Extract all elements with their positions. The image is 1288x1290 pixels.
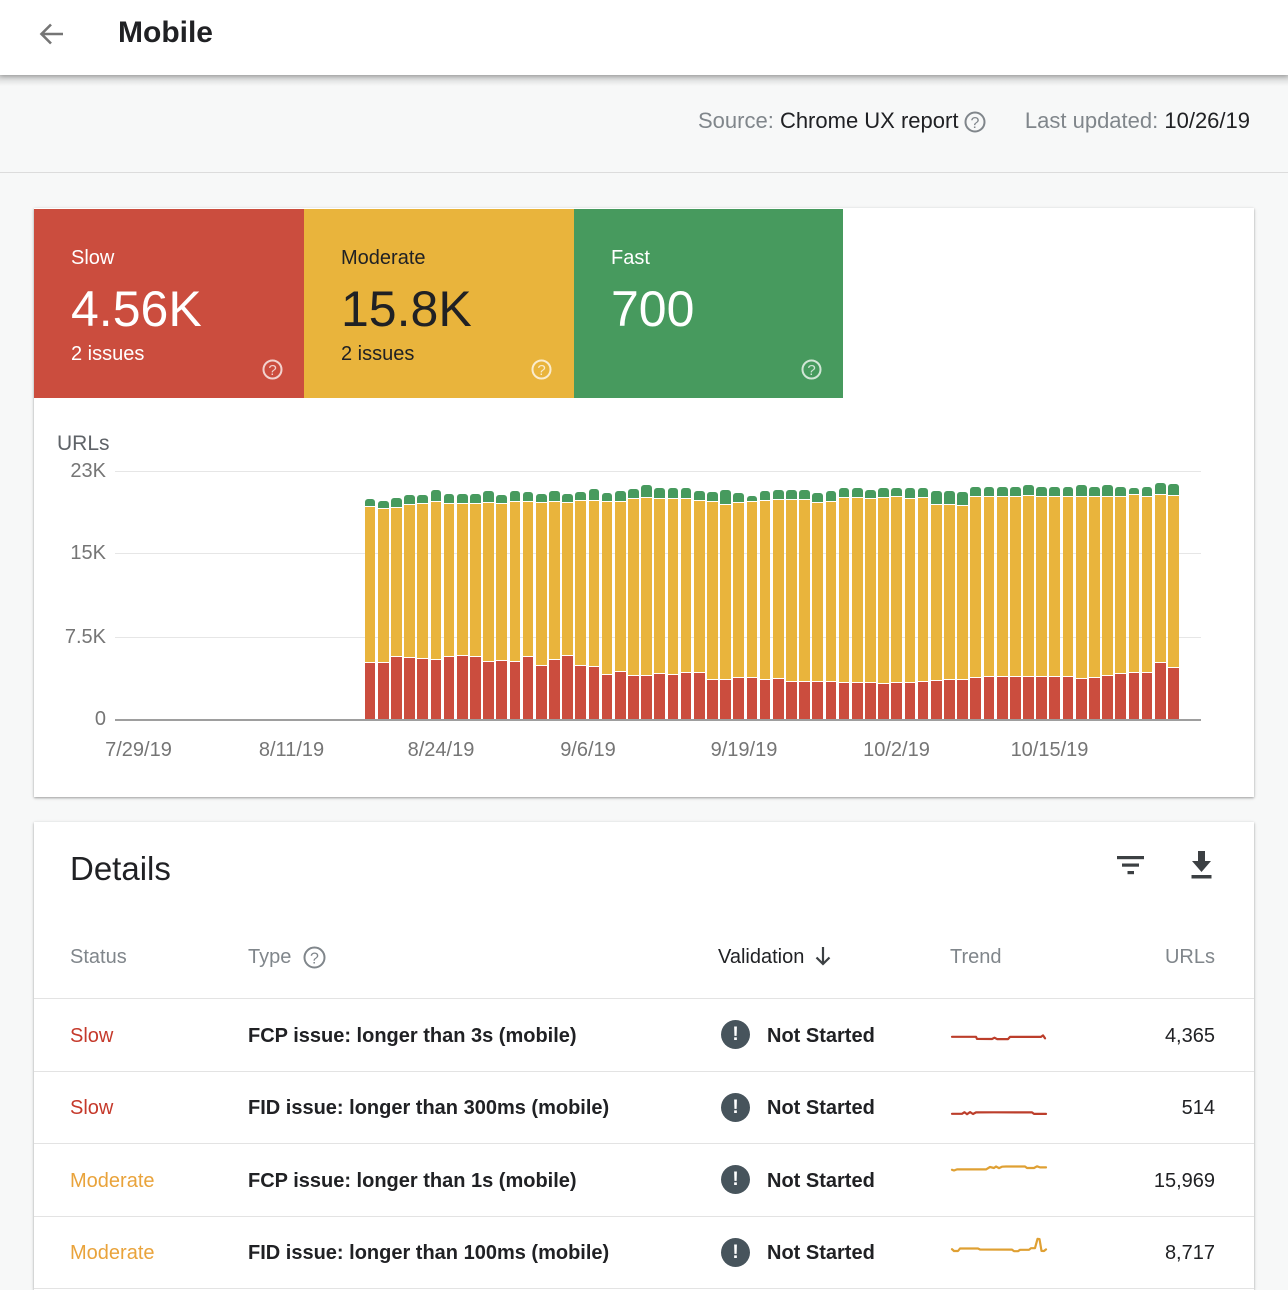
svg-text:?: ? [537,361,545,378]
svg-text:?: ? [970,114,979,131]
svg-text:?: ? [807,361,815,378]
svg-text:?: ? [268,361,276,378]
svg-text:?: ? [310,950,319,967]
